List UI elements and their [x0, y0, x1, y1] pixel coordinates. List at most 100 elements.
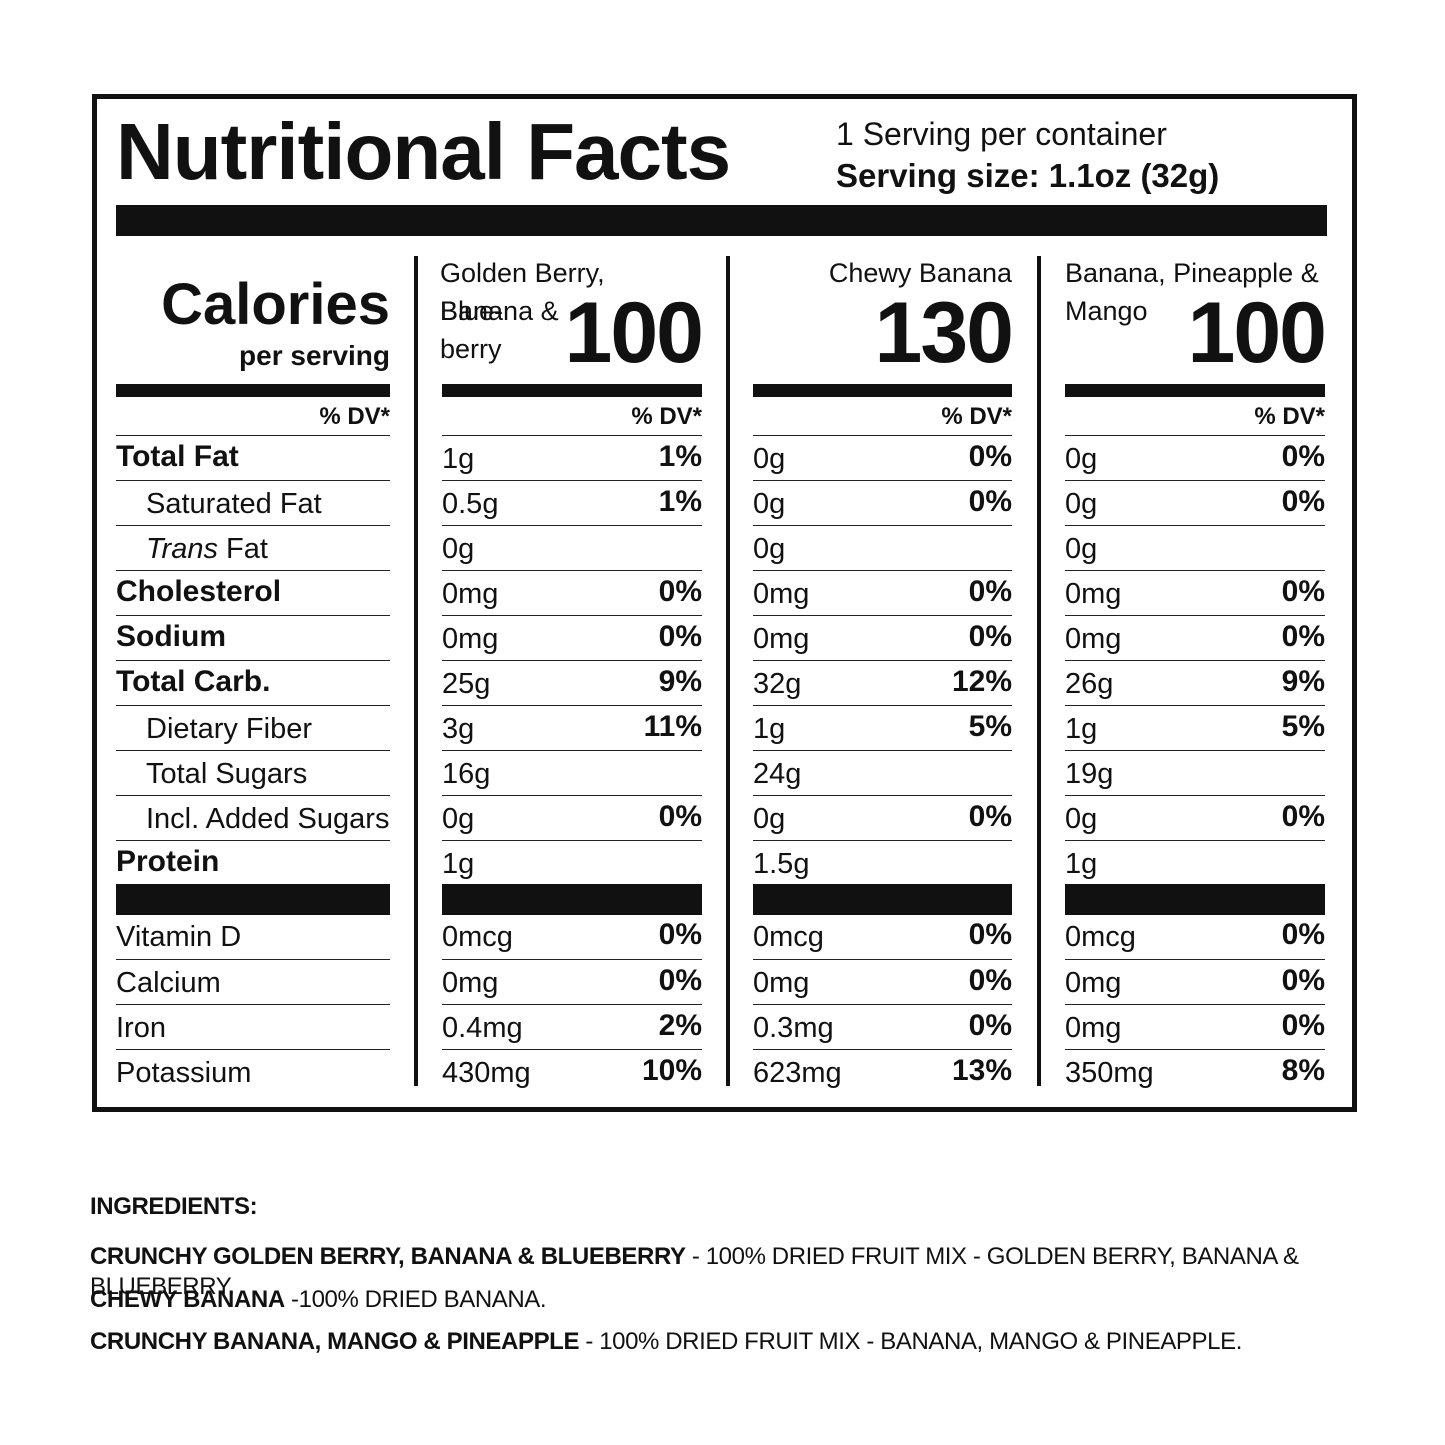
vitamin-row-iron: Iron — [116, 1004, 390, 1049]
vitamin-dv-percent: 0% — [968, 1009, 1012, 1042]
nutrient-row-added-sugars: Incl. Added Sugars — [116, 795, 390, 840]
vitamin-dv-percent: 0% — [1281, 964, 1325, 997]
nutrient-label: Total Sugars — [146, 758, 308, 790]
nutrient-dv-percent: 0% — [1281, 800, 1325, 833]
vitamin-amount: 0mg — [442, 967, 499, 999]
ingredient-line: CRUNCHY BANANA, MANGO & PINEAPPLE - 100%… — [90, 1327, 1242, 1357]
nutrient-label: Incl. Added Sugars — [146, 803, 390, 835]
vitamin-dv-percent: 0% — [658, 918, 702, 951]
nutrient-amount: 0mg — [1065, 623, 1122, 655]
nutrition-title: Nutritional Facts — [116, 107, 731, 196]
nutrient-amount: 0mg — [753, 578, 810, 610]
ingredients-heading-text: INGREDIENTS: — [90, 1193, 258, 1220]
nutrient-row-saturated-fat: Saturated Fat — [116, 480, 390, 525]
calories-divider-bar — [1065, 384, 1325, 397]
ingredient-line: CHEWY BANANA -100% DRIED BANANA. — [90, 1285, 547, 1315]
vitamin-value-row: 0mcg 0% — [753, 914, 1012, 959]
vitamin-dv-percent: 8% — [1281, 1054, 1325, 1087]
nutrient-amount: 0g — [753, 803, 786, 835]
vitamin-label: Potassium — [116, 1057, 252, 1089]
vitamin-amount: 0mg — [753, 967, 810, 999]
ingredient-text: -100% DRIED BANANA. — [284, 1286, 547, 1313]
ingredient-line: CRUNCHY GOLDEN BERRY, BANANA & BLUEBERRY… — [90, 1242, 1445, 1302]
nutrient-value-row: 0g 0% — [753, 480, 1012, 525]
vitamin-dv-percent: 0% — [658, 964, 702, 997]
trans-italic: Trans — [146, 533, 218, 565]
dv-header: % DV* — [631, 403, 702, 430]
nutrient-value-row: 1g 5% — [1065, 705, 1325, 750]
nutrient-dv-percent: 0% — [1281, 440, 1325, 473]
calories-label: Calories — [161, 272, 390, 337]
serving-size: Serving size: 1.1oz (32g) — [836, 157, 1220, 194]
nutrient-dv-percent: 0% — [968, 485, 1012, 518]
nutrient-amount: 0g — [442, 533, 475, 565]
nutrient-dv-percent: 0% — [658, 575, 702, 608]
nutrient-value-row: 32g 12% — [753, 660, 1012, 705]
vitamin-amount: 0mcg — [753, 921, 824, 953]
nutrient-amount: 32g — [753, 668, 802, 700]
nutrient-value-row: 16g — [442, 750, 702, 795]
vitamin-label: Iron — [116, 1012, 166, 1044]
vitamin-value-row: 0.3mg 0% — [753, 1004, 1012, 1049]
nutrient-value-row: 1.5g — [753, 840, 1012, 885]
vitamin-dv-percent: 2% — [658, 1009, 702, 1042]
nutrient-value-row: 0.5g 1% — [442, 480, 702, 525]
nutrient-value-row: 1g — [442, 840, 702, 885]
column-divider — [414, 256, 418, 1086]
nutrient-value-row: 0g 0% — [442, 795, 702, 840]
nutrient-amount: 25g — [442, 668, 491, 700]
nutrient-value-row: 1g 5% — [753, 705, 1012, 750]
nutrient-amount: 0g — [442, 803, 475, 835]
nutrient-amount: 1.5g — [753, 848, 810, 880]
vitamin-divider-bar — [116, 884, 390, 915]
nutrient-amount: 0g — [753, 488, 786, 520]
nutrient-dv-percent: 11% — [643, 710, 702, 743]
nutrient-value-row: 24g — [753, 750, 1012, 795]
vitamin-dv-percent: 0% — [968, 964, 1012, 997]
nutrient-amount: 16g — [442, 758, 491, 790]
ingredient-text: - 100% DRIED FRUIT MIX - GOLDEN BERRY, B… — [90, 1243, 1299, 1300]
nutrient-row-sodium: Sodium — [116, 615, 390, 660]
nutrient-label: Saturated Fat — [146, 488, 322, 520]
vitamin-divider-bar — [442, 884, 702, 915]
vitamin-value-row: 430mg 10% — [442, 1049, 702, 1094]
calories-value: 100 — [1187, 285, 1327, 381]
nutrient-label: Dietary Fiber — [146, 713, 312, 745]
vitamin-amount: 0mg — [1065, 1012, 1122, 1044]
product-column-banana-pineapple-mango: Banana, Pineapple & Mango 100 % DV* 0g 0%… — [1065, 0, 1327, 1445]
nutrient-dv-percent: 12% — [951, 665, 1012, 698]
nutrient-amount: 1g — [753, 713, 786, 745]
vitamin-divider-bar — [1065, 884, 1325, 915]
nutrient-row-total-sugars: Total Sugars — [116, 750, 390, 795]
nutrient-dv-percent: 0% — [968, 440, 1012, 473]
nutrient-dv-percent: 1% — [658, 485, 702, 518]
nutrient-label: Protein — [116, 845, 220, 878]
vitamin-amount: 0mcg — [442, 921, 513, 953]
nutrient-row-protein: Protein — [116, 840, 390, 885]
ingredient-text: - 100% DRIED FRUIT MIX - BANANA, MANGO &… — [579, 1328, 1242, 1355]
vitamin-row-calcium: Calcium — [116, 959, 390, 1004]
calories-per-serving-label: per serving — [239, 340, 390, 371]
nutrient-dv-percent: 0% — [968, 620, 1012, 653]
nutrition-facts-panel — [92, 94, 1357, 1112]
nutrient-value-row: 0g — [1065, 525, 1325, 570]
servings-per-container: 1 Serving per container — [836, 116, 1167, 152]
nutrient-amount: 1g — [1065, 848, 1098, 880]
dv-header: % DV* — [319, 403, 390, 430]
nutrient-amount: 0g — [1065, 443, 1098, 475]
product-name-line: Chewy Banana — [828, 258, 1012, 288]
nutrient-dv-percent: 0% — [968, 800, 1012, 833]
nutrient-amount: 0g — [1065, 533, 1098, 565]
nutrient-value-row: 3g 11% — [442, 705, 702, 750]
nutrient-value-row: 0mg 0% — [753, 570, 1012, 615]
vitamin-label: Vitamin D — [116, 921, 242, 953]
nutrient-value-row: 0g — [442, 525, 702, 570]
vitamin-value-row: 0.4mg 2% — [442, 1004, 702, 1049]
product-column-golden-berry: Golden Berry, Banana & Blue- berry 100 %… — [440, 0, 704, 1445]
nutrient-amount: 24g — [753, 758, 802, 790]
nutrient-amount: 1g — [442, 443, 475, 475]
ingredient-product: CHEWY BANANA — [90, 1286, 285, 1313]
nutrient-row-dietary-fiber: Dietary Fiber — [116, 705, 390, 750]
vitamin-value-row: 0mg 0% — [1065, 1004, 1325, 1049]
product-name-line: Banana, Pineapple & — [1065, 258, 1319, 288]
